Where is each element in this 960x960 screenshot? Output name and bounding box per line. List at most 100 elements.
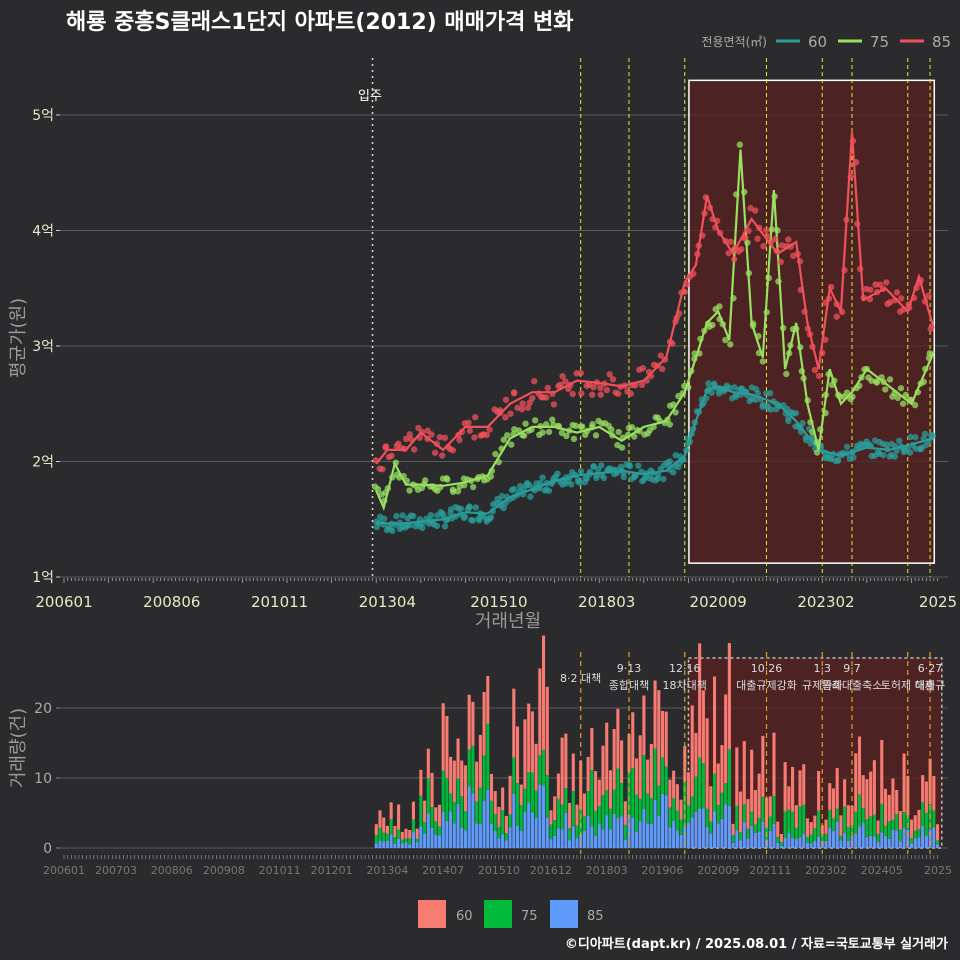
volume-bar-75 [660,757,665,794]
price-point-60 [759,403,766,410]
volume-bar-85 [541,785,546,848]
volume-bar-60 [508,775,512,815]
price-point-85 [876,281,884,288]
price-point-60 [427,511,435,519]
price-point-85 [379,465,386,473]
volume-bar-75 [634,794,639,832]
price-point-85 [507,410,514,417]
volume-bar-60 [753,790,757,825]
volume-bar-75 [872,814,876,837]
volume-bar-85 [627,814,631,848]
volume-bar-60 [608,770,612,809]
price-point-60 [834,457,842,464]
price-point-60 [539,474,546,481]
volume-bar-75 [843,806,847,833]
price-point-85 [436,434,444,441]
volume-bar-60 [783,762,787,812]
volume-bar-85 [883,836,888,848]
volume-bar-85 [545,817,549,848]
price-point-85 [588,391,596,398]
volume-bar-60 [449,756,453,794]
volume-bar-75 [824,833,828,841]
volume-bar-60 [712,676,717,774]
volume-bar-75 [817,810,821,837]
price-point-85 [778,242,786,249]
volume-bar-75 [642,754,646,810]
volume-bar-60 [452,760,456,802]
volume-bar-75 [482,755,486,801]
price-point-60 [399,512,406,519]
price-point-85 [410,446,418,453]
volume-bar-60 [616,708,620,769]
volume-bar-75 [686,805,691,823]
volume-bar-85 [553,835,557,848]
volume-bar-75 [679,819,683,835]
price-line-75 [375,149,935,512]
volume-bars [374,635,940,848]
volume-bar-85 [571,826,575,848]
price-point-75 [736,141,744,148]
volume-bar-85 [538,784,542,848]
price-point-75 [849,393,856,400]
volume-bar-75 [463,811,468,831]
volume-bar-75 [690,796,694,818]
price-point-60 [666,458,673,465]
volume-bar-60 [564,733,568,789]
price-point-75 [592,432,600,439]
volume-bar-60 [527,703,531,773]
volume-bar-75 [397,829,401,839]
volume-x-tick-label: 202405 [861,864,903,877]
volume-bar-85 [660,793,665,848]
volume-bar-60 [843,779,847,807]
price-point-85 [510,389,518,396]
volume-bar-85 [437,835,442,848]
volume-bar-60 [742,741,746,804]
price-point-75 [589,421,596,428]
volume-bar-85 [690,817,694,848]
volume-bar-75 [772,795,776,824]
volume-bar-75 [895,813,899,831]
volume-bar-60 [642,695,646,755]
volume-bar-85 [727,805,731,848]
price-x-axis-label: 거래년월 [475,611,541,632]
volume-bar-85 [523,812,527,848]
volume-bar-60 [419,769,423,796]
volume-bar-75 [393,837,397,844]
price-point-60 [626,462,634,470]
volume-bar-85 [449,811,453,848]
volume-bar-85 [902,828,906,848]
volume-bar-75 [880,803,884,833]
volume-bar-60 [694,732,698,777]
price-point-75 [722,336,729,344]
price-point-85 [760,242,767,250]
volume-bar-75 [831,818,836,832]
volume-bar-85 [857,826,862,848]
price-point-85 [615,390,622,398]
price-x-tick-label: 200806 [143,593,200,611]
price-point-60 [466,504,473,511]
volume-bar-75 [839,835,843,841]
price-point-75 [572,422,579,430]
volume-bar-75 [917,828,921,838]
volume-bar-85 [761,821,765,848]
volume-bar-60 [872,760,876,815]
volume-bar-60 [657,690,661,786]
volume-bar-85 [471,793,475,848]
volume-bar-75 [411,819,415,833]
volume-bar-60 [802,764,806,805]
volume-bar-85 [828,828,832,848]
price-axes: 1억 2억 3억 4억 5억 200601 200806 201011 201304 201510… [32,108,957,611]
volume-bar-75 [579,809,583,835]
volume-bar-85 [935,844,940,848]
price-point-60 [441,523,449,530]
volume-policy-label: 18차대책 [663,679,707,692]
price-point-75 [911,401,919,409]
volume-bar-85 [497,838,501,848]
volume-x-tick-label: 201407 [422,864,464,877]
volume-bar-60 [846,805,850,828]
volume-bar-60 [716,763,720,805]
volume-bar-85 [672,820,676,848]
volume-bar-75 [716,804,720,824]
volume-bar-85 [668,827,672,848]
volume-x-tick-label: 201612 [530,864,572,877]
